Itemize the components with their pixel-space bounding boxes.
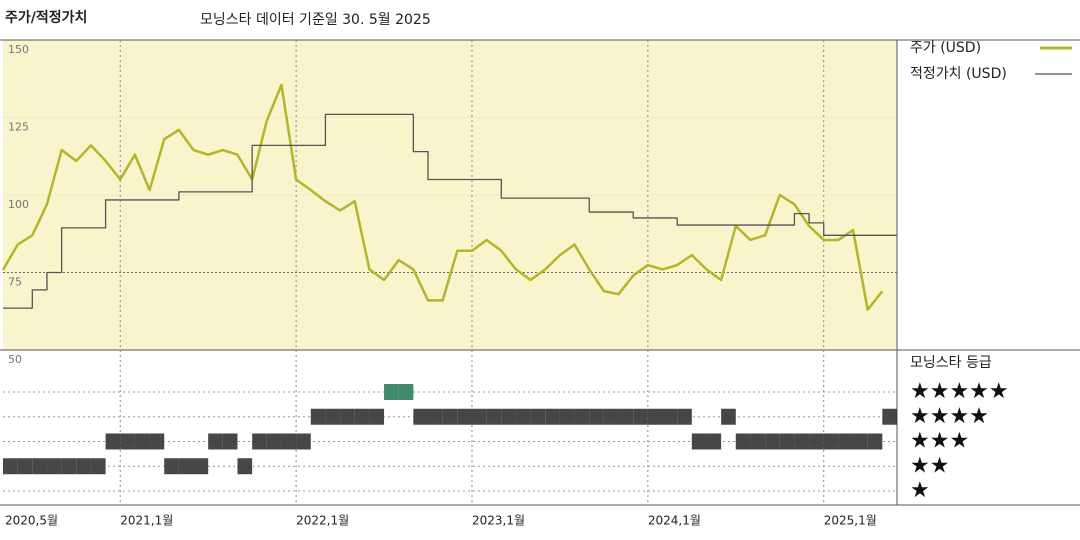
- rating-bar: [354, 408, 370, 425]
- rating-bar: [691, 433, 707, 450]
- rating-bar: [61, 458, 77, 475]
- rating-bar: [222, 433, 238, 450]
- rating-bar: [340, 408, 355, 425]
- rating-bar: [530, 408, 546, 425]
- rating-bar: [428, 408, 443, 425]
- y-tick-label: 100: [8, 198, 29, 211]
- rating-bar: [237, 458, 253, 475]
- rating-bar: [515, 408, 531, 425]
- rating-bar: [384, 384, 399, 400]
- rating-bar: [32, 458, 47, 475]
- rating-bar: [486, 408, 502, 425]
- legend-label: 적정가치 (USD): [910, 66, 1007, 82]
- rating-bar: [823, 433, 839, 450]
- rating-label: ★: [910, 478, 930, 503]
- rating-label: ★★: [910, 453, 949, 478]
- rating-bar: [208, 433, 223, 450]
- rating-bar: [193, 458, 209, 475]
- y-tick-label: 125: [8, 121, 29, 134]
- plot-background: [3, 40, 897, 350]
- rating-label: ★★★★: [910, 404, 989, 429]
- x-tick-label: 2021,1월: [120, 514, 173, 528]
- y-tick-label: 50: [8, 353, 22, 366]
- x-tick-label: 2025,1월: [824, 514, 877, 528]
- rating-bar: [296, 433, 311, 450]
- x-tick-label: 2022,1월: [296, 514, 349, 528]
- rating-label: ★★★: [910, 429, 969, 454]
- x-tick-label: 2023,1월: [472, 514, 525, 528]
- rating-bar: [457, 408, 472, 425]
- rating-bar: [794, 433, 810, 450]
- rating-bar: [589, 408, 604, 425]
- rating-bar: [178, 458, 194, 475]
- rating-bar: [398, 384, 414, 400]
- rating-bar: [882, 408, 897, 425]
- rating-bar: [853, 433, 868, 450]
- rating-bar: [706, 433, 722, 450]
- rating-bar: [765, 433, 780, 450]
- rating-bar: [76, 458, 91, 475]
- rating-bar: [90, 458, 106, 475]
- rating-bar: [867, 433, 883, 450]
- rating-bar: [266, 433, 282, 450]
- rating-bar: [46, 458, 62, 475]
- rating-bar: [149, 433, 165, 450]
- rating-bar: [647, 408, 663, 425]
- rating-bar: [779, 433, 795, 450]
- rating-bar: [501, 408, 516, 425]
- y-tick-label: 150: [8, 43, 29, 56]
- series-line: [3, 113, 897, 309]
- rating-bar: [3, 458, 18, 475]
- rating-bar: [545, 408, 560, 425]
- rating-bar: [677, 408, 692, 425]
- chart-subtitle: 모닝스타 데이터 기준일 30. 5월 2025: [200, 12, 431, 28]
- rating-bar: [735, 433, 751, 450]
- rating-bar: [750, 433, 766, 450]
- rating-bar: [721, 408, 736, 425]
- rating-bar: [369, 408, 385, 425]
- rating-label: ★★★★★: [910, 379, 1009, 404]
- rating-bar: [809, 433, 824, 450]
- y-tick-label: 75: [8, 276, 22, 289]
- rating-bar: [618, 408, 634, 425]
- rating-bar: [633, 408, 648, 425]
- rating-bar: [603, 408, 619, 425]
- rating-bar: [325, 408, 341, 425]
- rating-bar: [471, 408, 487, 425]
- legend-label: 주가 (USD): [910, 40, 981, 56]
- rating-bar: [310, 408, 326, 425]
- rating-bar: [17, 458, 33, 475]
- x-tick-label: 2024,1월: [648, 514, 701, 528]
- x-tick-label: 2020,5월: [5, 514, 58, 528]
- rating-bar: [559, 408, 575, 425]
- rating-bar: [164, 458, 179, 475]
- rating-bar: [281, 433, 297, 450]
- rating-bar: [838, 433, 854, 450]
- rating-bar: [442, 408, 458, 425]
- rating-bar: [662, 408, 678, 425]
- rating-bar: [105, 433, 121, 450]
- rating-bar: [120, 433, 135, 450]
- rating-bar: [134, 433, 150, 450]
- series-line: [1, 83, 884, 311]
- chart-title: 주가/적정가치: [5, 9, 87, 26]
- rating-bar: [252, 433, 267, 450]
- rating-bar: [574, 408, 590, 425]
- rating-bar: [413, 408, 429, 425]
- rating-title: 모닝스타 등급: [910, 355, 992, 371]
